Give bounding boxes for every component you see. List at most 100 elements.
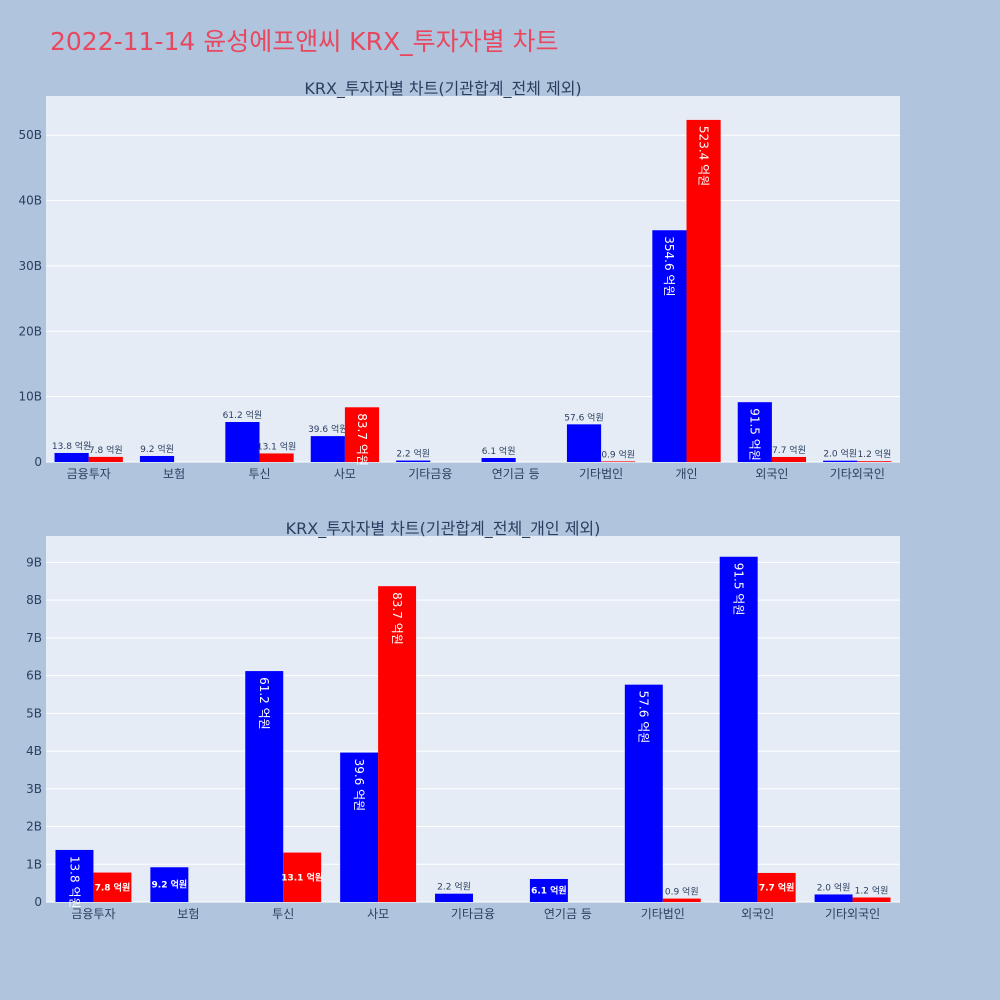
bar-sell [88, 456, 123, 462]
bar-buy [54, 452, 89, 462]
data-label: 39.6 억원 [308, 423, 347, 435]
plot-area [46, 536, 900, 902]
x-tick-label: 기타법인 [579, 467, 623, 481]
x-tick-label: 외국인 [755, 467, 788, 481]
x-tick-label: 사모 [367, 907, 389, 921]
data-label: 2.2 억원 [396, 448, 430, 460]
y-tick-label: 4B [26, 744, 42, 758]
x-tick-label: 기타금융 [408, 467, 452, 481]
y-tick-label: 0 [34, 895, 42, 909]
data-label: 61.2 억원 [223, 409, 262, 421]
page-title: 2022-11-14 윤성에프앤씨 KRX_투자자별 차트 [50, 27, 559, 56]
bar-buy [396, 460, 431, 462]
x-tick-label: 투신 [248, 467, 270, 481]
data-label: 6.1 억원 [482, 445, 516, 457]
data-label: 2.0 억원 [823, 448, 857, 460]
y-tick-label: 1B [26, 857, 42, 871]
y-tick-label: 2B [26, 820, 42, 834]
x-tick-label: 기타법인 [641, 907, 685, 921]
y-tick-label: 3B [26, 782, 42, 796]
y-tick-label: 7B [26, 631, 42, 645]
data-label: 1.2 억원 [858, 448, 892, 460]
bar-buy [719, 556, 758, 902]
bar-buy [55, 849, 94, 902]
bar-buy [340, 752, 379, 902]
x-tick-label: 사모 [334, 467, 356, 481]
bar-sell [662, 898, 701, 902]
y-tick-label: 10B [18, 390, 42, 404]
x-tick-label: 기타외국인 [830, 467, 885, 481]
chart-title: KRX_투자자별 차트(기관합계_전체 제외) [304, 79, 581, 99]
data-label: 13.8 억원 [52, 440, 91, 452]
y-tick-label: 30B [18, 259, 42, 273]
x-tick-label: 보험 [177, 907, 199, 921]
bar-sell [93, 872, 132, 902]
data-label: 91.5 억원 [748, 408, 762, 461]
bar-sell [852, 897, 891, 902]
bar-sell [259, 453, 294, 462]
y-tick-label: 8B [26, 593, 42, 607]
y-tick-label: 6B [26, 669, 42, 683]
data-label: 7.7 억원 [772, 444, 806, 456]
bar-buy [737, 402, 772, 462]
x-tick-label: 금융투자 [67, 467, 111, 481]
data-label: 9.2 억원 [152, 879, 188, 891]
data-label: 13.1 억원 [281, 871, 323, 883]
chart-1: KRX_투자자별 차트(기관합계_전체 제외) 0 10B 20B 30B 40B 50B 금… [18, 79, 900, 481]
y-tick-label: 50B [18, 128, 42, 142]
bar-sell [344, 407, 380, 462]
data-label: 0.9 억원 [665, 886, 699, 898]
data-label: 2.2 억원 [437, 881, 471, 893]
x-tick-label: 보험 [163, 467, 185, 481]
x-tick-label: 연기금 등 [492, 467, 540, 481]
x-tick-label: 기타금융 [451, 907, 495, 921]
y-tick-label: 20B [18, 324, 42, 338]
y-tick-label: 9B [26, 555, 42, 569]
bar-sell [601, 461, 636, 462]
bar-buy [139, 455, 175, 462]
chart-2: KRX_투자자별 차트(기관합계_전체_개인 제외) 0 1B 2B 3B 4B 5B 6B 7… [26, 519, 900, 921]
data-label: 57.6 억원 [564, 411, 603, 423]
plot-area [46, 96, 900, 462]
data-label: 13.8 억원 [67, 856, 81, 909]
data-label: 523.4 억원 [696, 126, 710, 186]
data-label: 7.8 억원 [89, 444, 123, 456]
x-tick-label: 기타외국인 [825, 907, 880, 921]
y-tick-label: 0 [34, 455, 42, 469]
bar-buy [529, 878, 568, 902]
bar-sell [771, 456, 807, 462]
x-tick-label: 개인 [675, 467, 697, 481]
bar-buy [435, 893, 473, 902]
bar-buy [310, 436, 345, 462]
data-label: 83.7 억원 [355, 413, 369, 466]
data-label: 6.1 억원 [531, 884, 567, 896]
chart-title: KRX_투자자별 차트(기관합계_전체_개인 제외) [286, 519, 601, 539]
data-label: 91.5 억원 [731, 563, 745, 616]
data-label: 61.2 억원 [257, 677, 271, 730]
data-label: 7.7 억원 [759, 881, 795, 893]
x-tick-label: 연기금 등 [544, 907, 592, 921]
data-label: 2.0 억원 [817, 881, 851, 893]
bar-buy [566, 424, 602, 462]
data-label: 7.8 억원 [95, 881, 131, 893]
data-label: 39.6 억원 [352, 759, 366, 812]
x-tick-label: 외국인 [741, 907, 774, 921]
bar-buy [814, 894, 853, 902]
data-label: 1.2 억원 [855, 884, 889, 896]
data-label: 9.2 억원 [140, 443, 174, 455]
x-tick-label: 투신 [272, 907, 294, 921]
bar-sell [283, 852, 322, 902]
bar-sell [857, 461, 892, 462]
data-label: 57.6 억원 [637, 691, 651, 744]
data-label: 83.7 억원 [390, 592, 404, 645]
bar-buy [481, 458, 516, 462]
bar-sell [686, 119, 721, 462]
bar-buy [245, 671, 284, 902]
data-label: 354.6 억원 [662, 236, 676, 296]
bar-sell [378, 586, 417, 902]
x-tick-label: 금융투자 [71, 907, 115, 921]
data-label: 0.9 억원 [601, 448, 635, 460]
bar-buy [652, 230, 687, 462]
y-tick-label: 5B [26, 706, 42, 720]
y-tick-label: 40B [18, 194, 42, 208]
